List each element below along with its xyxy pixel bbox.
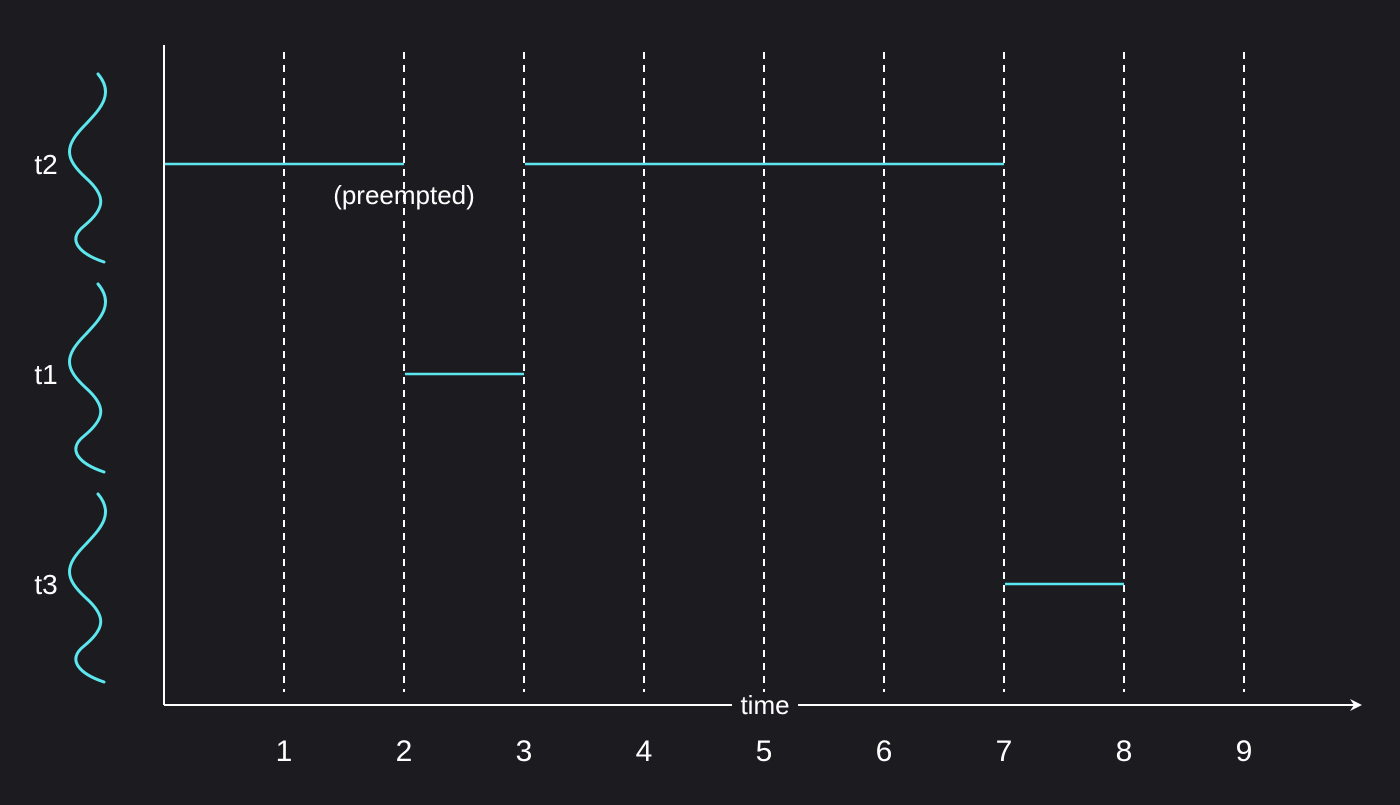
- tick-label-2: 2: [396, 735, 413, 768]
- tick-label-9: 9: [1236, 735, 1253, 768]
- tick-label-8: 8: [1116, 735, 1133, 768]
- thread-row-t1: t1: [34, 282, 524, 474]
- axis-label-background: [732, 692, 798, 718]
- tick-label-7: 7: [996, 735, 1013, 768]
- tick-label-3: 3: [516, 735, 533, 768]
- thread-icon: [68, 72, 108, 264]
- preempted-annotation: (preempted): [333, 180, 475, 210]
- tick-label-6: 6: [876, 735, 893, 768]
- thread-rows: t2 t1 t3: [34, 72, 1124, 684]
- time-gridlines: [283, 52, 1245, 692]
- tick-label-1: 1: [276, 735, 293, 768]
- thread-icon: [68, 492, 108, 684]
- thread-label-t1: t1: [34, 359, 57, 390]
- thread-row-t3: t3: [34, 492, 1124, 684]
- axis-label: time: [740, 690, 789, 720]
- thread-icon: [68, 282, 108, 474]
- tick-label-4: 4: [636, 735, 653, 768]
- thread-row-t2: t2: [34, 72, 1004, 264]
- thread-label-t2: t2: [34, 149, 57, 180]
- tick-label-5: 5: [756, 735, 773, 768]
- thread-label-t3: t3: [34, 569, 57, 600]
- time-tick-labels: 1 2 3 4 5 6 7 8 9: [276, 735, 1253, 768]
